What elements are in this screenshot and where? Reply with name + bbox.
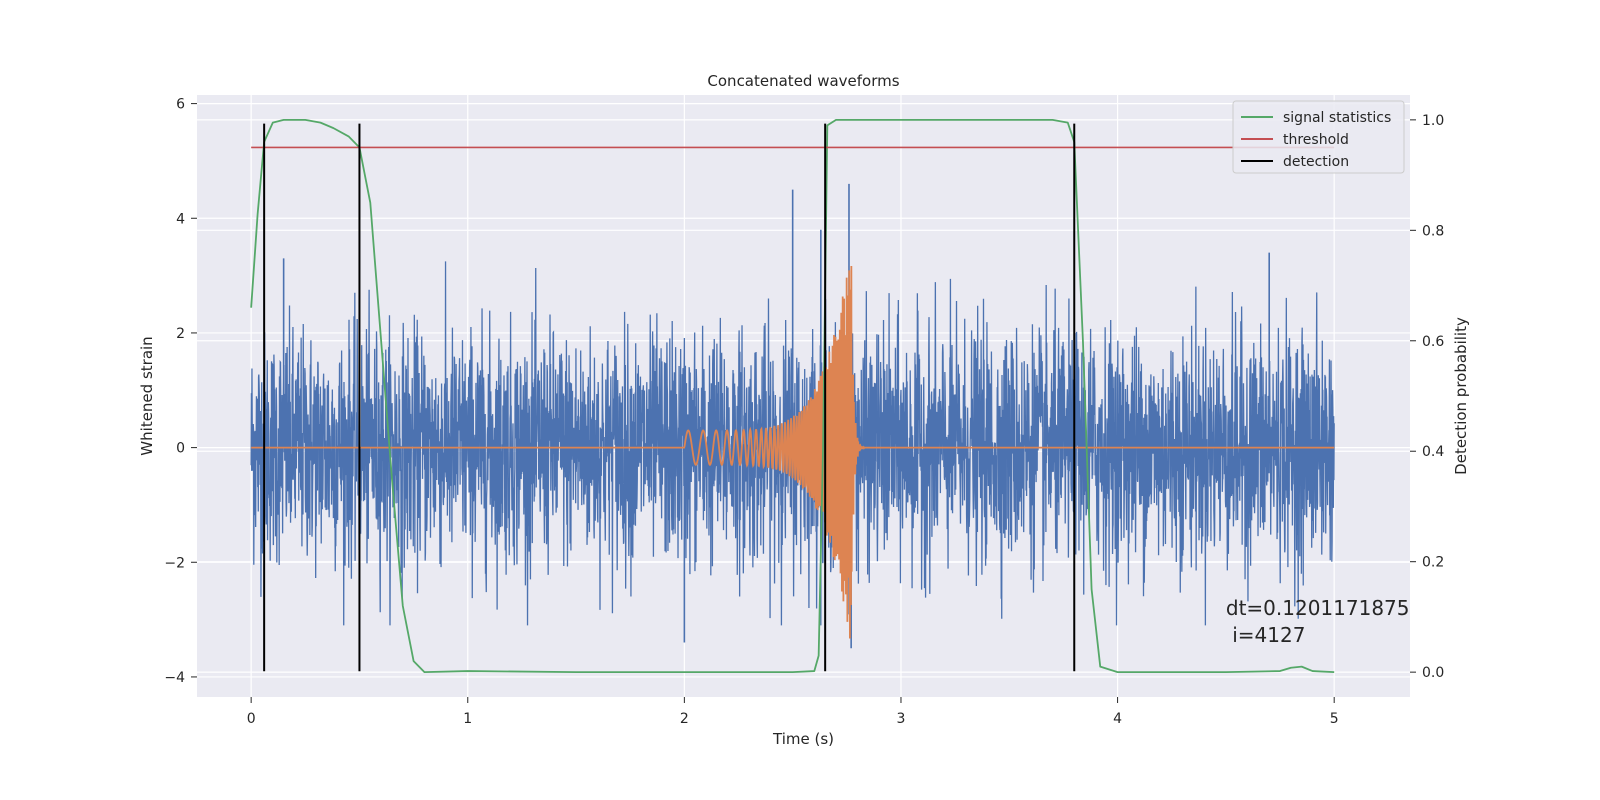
legend: signal statistics threshold detection [1232, 100, 1405, 174]
y2-tick-label: 1.0 [1422, 113, 1444, 129]
y2-tick-label: 0.4 [1422, 444, 1444, 460]
legend-box [1232, 100, 1405, 174]
y2-tick-label: 0.0 [1422, 665, 1444, 681]
x-tick-label: 4 [1113, 711, 1122, 727]
y-tick-label: 4 [176, 211, 185, 227]
x-tick-label: 1 [463, 711, 472, 727]
annotation: dt=0.1201171875 i=4127 [1226, 596, 1410, 647]
x-tick-label: 3 [897, 711, 906, 727]
y2-tick-label: 0.8 [1422, 223, 1444, 239]
x-tick-label: 2 [680, 711, 689, 727]
y-tick-label: −2 [164, 555, 185, 571]
y-tick-label: 6 [176, 97, 185, 113]
y-tick-label: 0 [176, 441, 185, 457]
grid [197, 95, 1410, 697]
x-axis-label: Time (s) [772, 730, 834, 748]
annotation-line-dt: dt=0.1201171875 [1226, 596, 1410, 620]
x-axis: 0 1 2 3 4 5 [247, 697, 1339, 727]
annotation-line-i: i=4127 [1226, 623, 1306, 647]
y-axis-left: −4 −2 0 2 4 6 [164, 97, 197, 686]
series-layer [250, 118, 1335, 674]
y2-tick-label: 0.6 [1422, 334, 1444, 350]
y-axis-right: 0.0 0.2 0.4 0.6 0.8 1.0 [1410, 113, 1444, 681]
y-axis-label: Whitened strain [138, 336, 156, 455]
legend-label: detection [1283, 154, 1349, 170]
y-tick-label: 2 [176, 326, 185, 342]
x-tick-label: 5 [1330, 711, 1339, 727]
legend-label: threshold [1283, 132, 1349, 148]
x-tick-label: 0 [247, 711, 256, 727]
waveform-series-line [251, 265, 1335, 639]
y2-tick-label: 0.2 [1422, 555, 1444, 571]
y-tick-label: −4 [164, 670, 185, 686]
legend-label: signal statistics [1283, 110, 1391, 126]
statistics-series-line [250, 118, 1335, 674]
y2-axis-label: Detection probability [1452, 317, 1470, 475]
chart-title: Concatenated waveforms [707, 72, 899, 90]
